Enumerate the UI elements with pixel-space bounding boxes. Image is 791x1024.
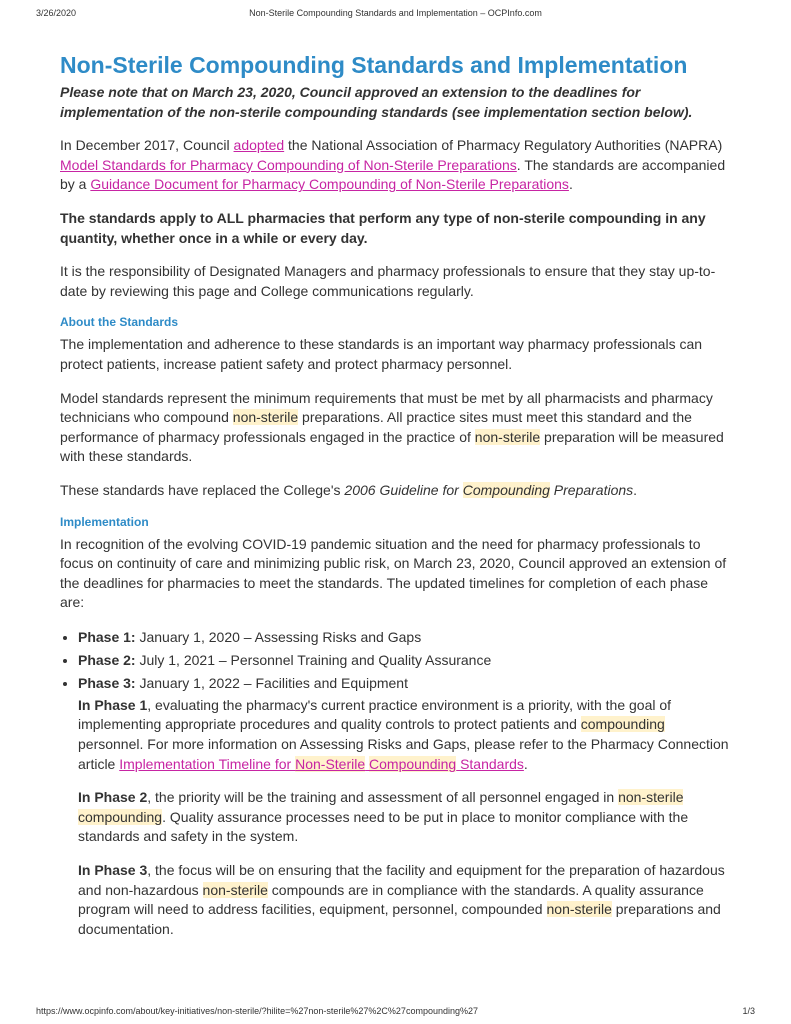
highlight-non-sterile: non-sterile: [547, 901, 612, 917]
implementation-intro: In recognition of the evolving COVID-19 …: [60, 535, 731, 613]
phase-1-description: In Phase 1, evaluating the pharmacy's cu…: [60, 696, 731, 774]
highlight-compounding: Compounding: [463, 482, 550, 498]
implementation-timeline-link[interactable]: Implementation Timeline for Non-Sterile …: [119, 756, 524, 772]
page-title: Non-Sterile Compounding Standards and Im…: [60, 52, 731, 79]
document-body: Non-Sterile Compounding Standards and Im…: [60, 52, 731, 953]
print-footer: https://www.ocpinfo.com/about/key-initia…: [36, 1006, 755, 1016]
print-date: 3/26/2020: [36, 8, 76, 18]
highlight-compounding: compounding: [581, 716, 665, 732]
print-url: https://www.ocpinfo.com/about/key-initia…: [36, 1006, 478, 1016]
phase-3-item: Phase 3: January 1, 2022 – Facilities an…: [78, 673, 731, 694]
highlight-non-sterile: non-sterile: [233, 409, 298, 425]
about-p3: These standards have replaced the Colleg…: [60, 481, 731, 501]
highlight-non-sterile: non-sterile: [475, 429, 540, 445]
phase-2-description: In Phase 2, the priority will be the tra…: [60, 788, 731, 847]
model-standards-link[interactable]: Model Standards for Pharmacy Compounding…: [60, 157, 517, 173]
phase-2-item: Phase 2: July 1, 2021 – Personnel Traini…: [78, 650, 731, 671]
implementation-heading: Implementation: [60, 515, 731, 529]
print-header: 3/26/2020 Non-Sterile Compounding Standa…: [36, 8, 755, 18]
extension-notice: Please note that on March 23, 2020, Coun…: [60, 83, 731, 122]
intro-paragraph: In December 2017, Council adopted the Na…: [60, 136, 731, 195]
about-p2: Model standards represent the minimum re…: [60, 389, 731, 467]
responsibility-paragraph: It is the responsibility of Designated M…: [60, 262, 731, 301]
print-page-number: 1/3: [742, 1006, 755, 1016]
about-standards-heading: About the Standards: [60, 315, 731, 329]
about-p1: The implementation and adherence to thes…: [60, 335, 731, 374]
highlight-compounding: compounding: [78, 809, 162, 825]
print-doc-title: Non-Sterile Compounding Standards and Im…: [249, 8, 542, 18]
highlight-non-sterile: non-sterile: [618, 789, 683, 805]
phase-3-description: In Phase 3, the focus will be on ensurin…: [60, 861, 731, 939]
adopted-link[interactable]: adopted: [234, 137, 285, 153]
guidance-doc-link[interactable]: Guidance Document for Pharmacy Compoundi…: [90, 176, 569, 192]
highlight-non-sterile: non-sterile: [203, 882, 268, 898]
phase-1-item: Phase 1: January 1, 2020 – Assessing Ris…: [78, 627, 731, 648]
applies-to-all: The standards apply to ALL pharmacies th…: [60, 209, 731, 248]
phases-list: Phase 1: January 1, 2020 – Assessing Ris…: [60, 627, 731, 694]
